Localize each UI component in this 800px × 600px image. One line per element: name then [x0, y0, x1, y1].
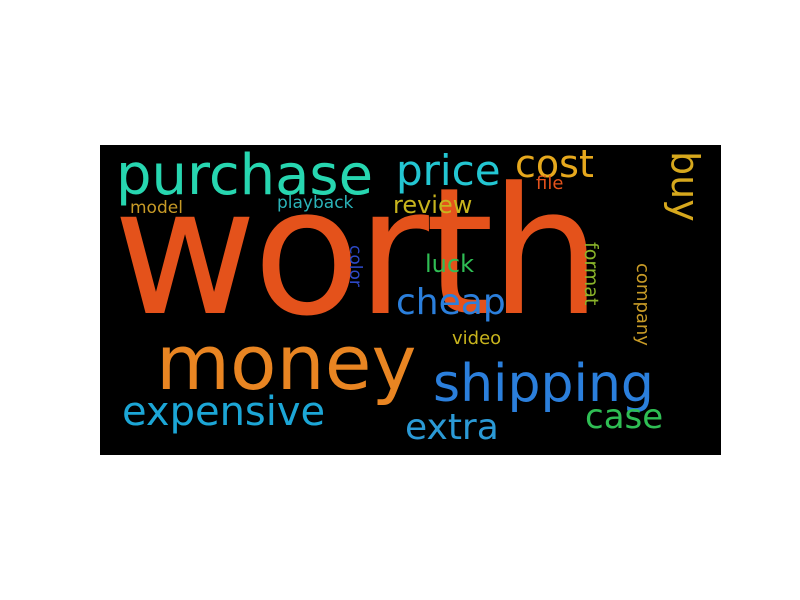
word-cost: cost: [515, 145, 594, 186]
word-color: color: [345, 245, 365, 287]
word-buy: buy: [663, 151, 707, 222]
word-playback: playback: [277, 193, 354, 213]
word-review: review: [393, 191, 473, 219]
word-price: price: [396, 146, 501, 195]
word-company: company: [632, 263, 653, 346]
word-shipping: shipping: [433, 354, 654, 414]
word-video: video: [452, 328, 502, 349]
word-format: format: [580, 242, 602, 306]
word-case: case: [585, 397, 664, 437]
word-extra: extra: [405, 407, 499, 448]
word-luck: luck: [425, 250, 474, 278]
word-cheap: cheap: [396, 282, 506, 323]
word-purchase: purchase: [116, 145, 374, 208]
word-file: file: [536, 173, 564, 194]
word-worth: worth: [113, 150, 602, 355]
word-expensive: expensive: [122, 389, 326, 435]
word-model: model: [130, 198, 183, 218]
word-money: money: [156, 318, 417, 407]
word-cloud-panel: worth money shipping purchase price cost…: [100, 145, 721, 455]
